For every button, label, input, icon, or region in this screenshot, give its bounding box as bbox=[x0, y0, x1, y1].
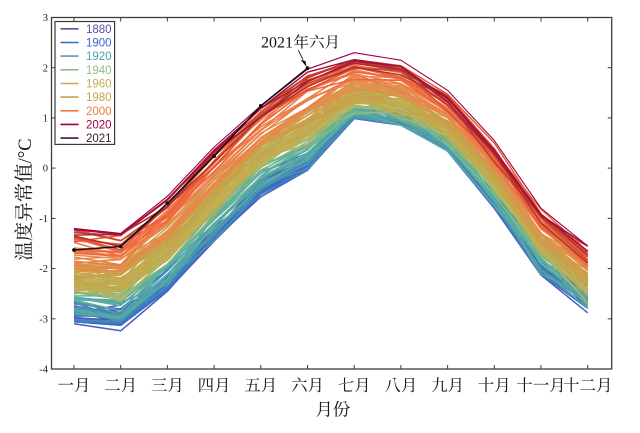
svg-text:2020: 2020 bbox=[86, 119, 112, 131]
svg-text:2021: 2021 bbox=[261, 35, 293, 52]
svg-text:0: 0 bbox=[43, 164, 48, 175]
svg-text:1: 1 bbox=[43, 114, 48, 125]
svg-text:-3: -3 bbox=[39, 314, 48, 325]
svg-text:-1: -1 bbox=[39, 214, 48, 225]
svg-text:2000: 2000 bbox=[86, 106, 112, 118]
svg-text:1880: 1880 bbox=[86, 24, 112, 36]
svg-text:-4: -4 bbox=[39, 365, 48, 376]
svg-text:3: 3 bbox=[43, 13, 48, 24]
svg-text:-2: -2 bbox=[39, 264, 48, 275]
svg-text:1920: 1920 bbox=[86, 51, 112, 63]
svg-text:/°C: /°C bbox=[16, 138, 36, 163]
svg-text:1900: 1900 bbox=[86, 38, 112, 50]
svg-text:2: 2 bbox=[43, 63, 48, 74]
svg-text:1980: 1980 bbox=[86, 92, 112, 104]
svg-text:1960: 1960 bbox=[86, 79, 112, 91]
svg-text:1940: 1940 bbox=[86, 65, 112, 77]
svg-text:2021: 2021 bbox=[86, 133, 112, 145]
